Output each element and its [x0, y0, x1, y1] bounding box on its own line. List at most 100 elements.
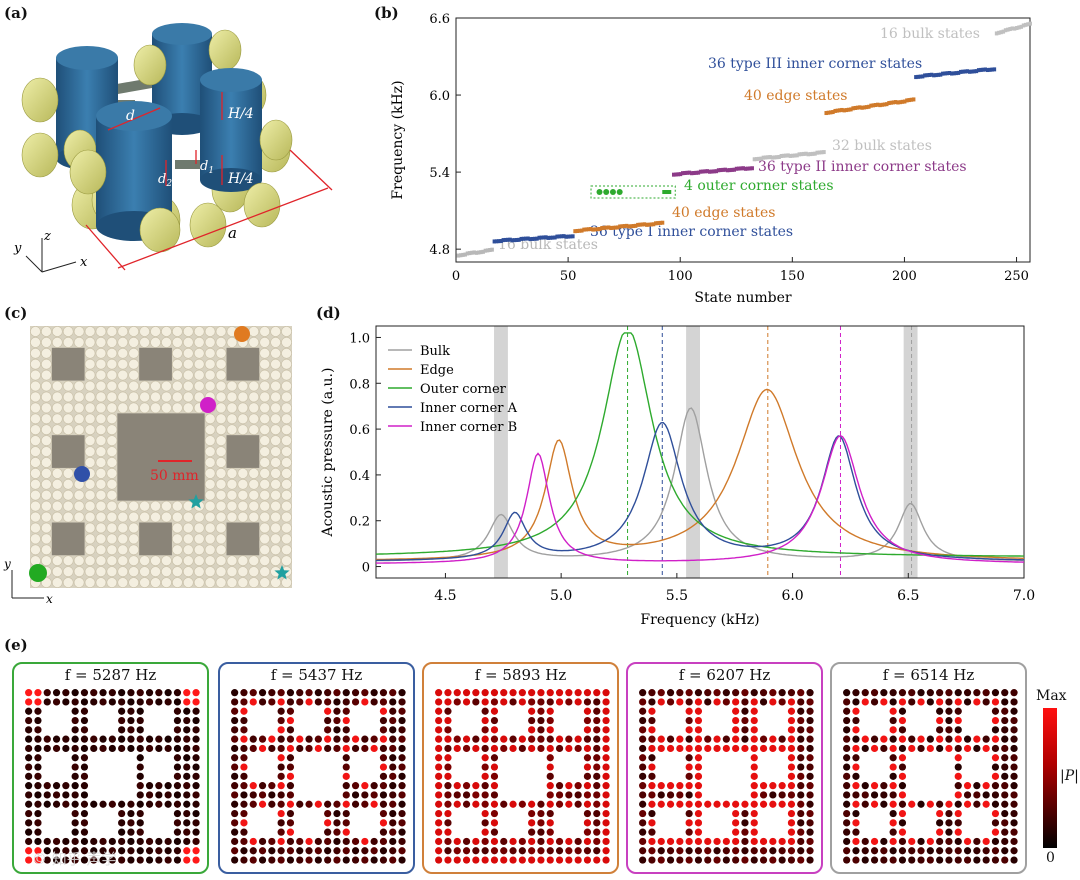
- pressure-point: [379, 819, 388, 827]
- pressure-point: [963, 847, 972, 855]
- pressure-point: [843, 791, 851, 799]
- sample-pillar: [259, 522, 271, 534]
- sample-pillar: [270, 457, 281, 468]
- pressure-point: [398, 856, 406, 864]
- pressure-point: [806, 791, 814, 799]
- sample-pillar: [150, 577, 161, 588]
- legend-label: Outer corner: [420, 382, 507, 397]
- pressure-point: [136, 735, 144, 743]
- pressure-point: [324, 819, 332, 827]
- sample-pillar: [215, 566, 227, 577]
- sample-pillar: [95, 489, 107, 501]
- pressure-point: [62, 800, 70, 808]
- pressure-point: [108, 856, 116, 864]
- pressure-point: [444, 707, 452, 715]
- pressure-point: [537, 707, 545, 715]
- pressure-point: [991, 716, 1000, 725]
- pressure-point: [555, 689, 564, 697]
- pressure-point: [324, 828, 332, 836]
- pressure-point: [787, 791, 796, 799]
- pressure-point: [370, 856, 378, 864]
- pressure-point: [71, 754, 79, 762]
- pressure-point: [490, 819, 499, 827]
- pressure-point: [750, 744, 758, 753]
- pressure-point: [806, 809, 814, 818]
- pressure-point: [379, 809, 388, 818]
- pressure-point: [963, 689, 972, 697]
- panel-label-d: (d): [316, 304, 341, 322]
- state-point: [557, 234, 562, 239]
- pressure-point: [843, 744, 851, 753]
- pressure-point: [546, 698, 554, 706]
- state-point: [819, 150, 824, 155]
- pressure-point: [917, 744, 925, 753]
- pressure-point: [370, 837, 378, 846]
- sample-pillar: [106, 468, 118, 479]
- sample-pillar: [259, 347, 271, 359]
- pressure-point: [528, 819, 536, 827]
- pressure-point: [778, 744, 786, 753]
- pressure-point: [750, 791, 758, 799]
- sample-pillar: [182, 500, 194, 512]
- field-map-title: f = 5437 Hz: [270, 666, 363, 684]
- pressure-point: [398, 772, 406, 780]
- pressure-point: [268, 791, 276, 799]
- pressure-point: [852, 707, 860, 715]
- state-point: [595, 227, 600, 232]
- sample-pillar: [270, 522, 281, 534]
- pressure-point: [164, 689, 172, 697]
- state-point: [499, 239, 503, 244]
- pressure-point: [361, 800, 369, 808]
- pressure-point: [991, 726, 1000, 734]
- state-point: [701, 169, 705, 174]
- pressure-point: [676, 782, 684, 790]
- pressure-point: [240, 698, 248, 706]
- state-point: [833, 108, 837, 113]
- state-point: [604, 225, 609, 230]
- sample-pillar: [204, 577, 216, 588]
- state-point: [932, 73, 936, 78]
- pressure-point: [639, 856, 647, 864]
- field-map-grid: [231, 689, 406, 864]
- state-point: [1008, 27, 1012, 32]
- pressure-point: [481, 809, 489, 818]
- sample-pillar: [84, 413, 96, 425]
- pressure-point: [889, 847, 897, 855]
- pressure-point: [806, 707, 814, 715]
- sample-pillar: [95, 391, 107, 403]
- sample-pillar: [204, 468, 216, 479]
- sample-pillar: [215, 413, 227, 425]
- sample-pillar: [226, 424, 238, 436]
- pressure-point: [889, 809, 897, 818]
- sample-pillar: [193, 522, 205, 534]
- pressure-point: [305, 735, 313, 743]
- pressure-point: [583, 800, 592, 808]
- pressure-point: [797, 837, 805, 846]
- pressure-point: [155, 800, 163, 808]
- pressure-point: [945, 716, 953, 725]
- state-point: [1015, 26, 1019, 31]
- pressure-point: [173, 782, 182, 790]
- pressure-point: [342, 735, 350, 743]
- pressure-point: [769, 800, 777, 808]
- pressure-point: [639, 754, 647, 762]
- pressure-point: [898, 735, 907, 743]
- pressure-point: [324, 744, 332, 753]
- sample-pillar: [62, 478, 74, 490]
- pressure-point: [25, 837, 33, 846]
- pressure-point: [481, 698, 489, 706]
- sample-pillar: [128, 555, 140, 567]
- pressure-point: [435, 707, 443, 715]
- sample-pillar: [51, 413, 63, 425]
- pressure-point: [954, 735, 962, 743]
- pressure-point: [694, 791, 703, 799]
- pressure-point: [1010, 726, 1018, 734]
- pressure-point: [1010, 782, 1018, 790]
- sample-pillar: [95, 566, 107, 577]
- sample-pillar: [193, 326, 205, 337]
- sample-pillar: [41, 326, 52, 337]
- pressure-point: [80, 707, 89, 715]
- pressure-point: [583, 847, 592, 855]
- pressure-point: [398, 809, 406, 818]
- pressure-point: [481, 800, 489, 808]
